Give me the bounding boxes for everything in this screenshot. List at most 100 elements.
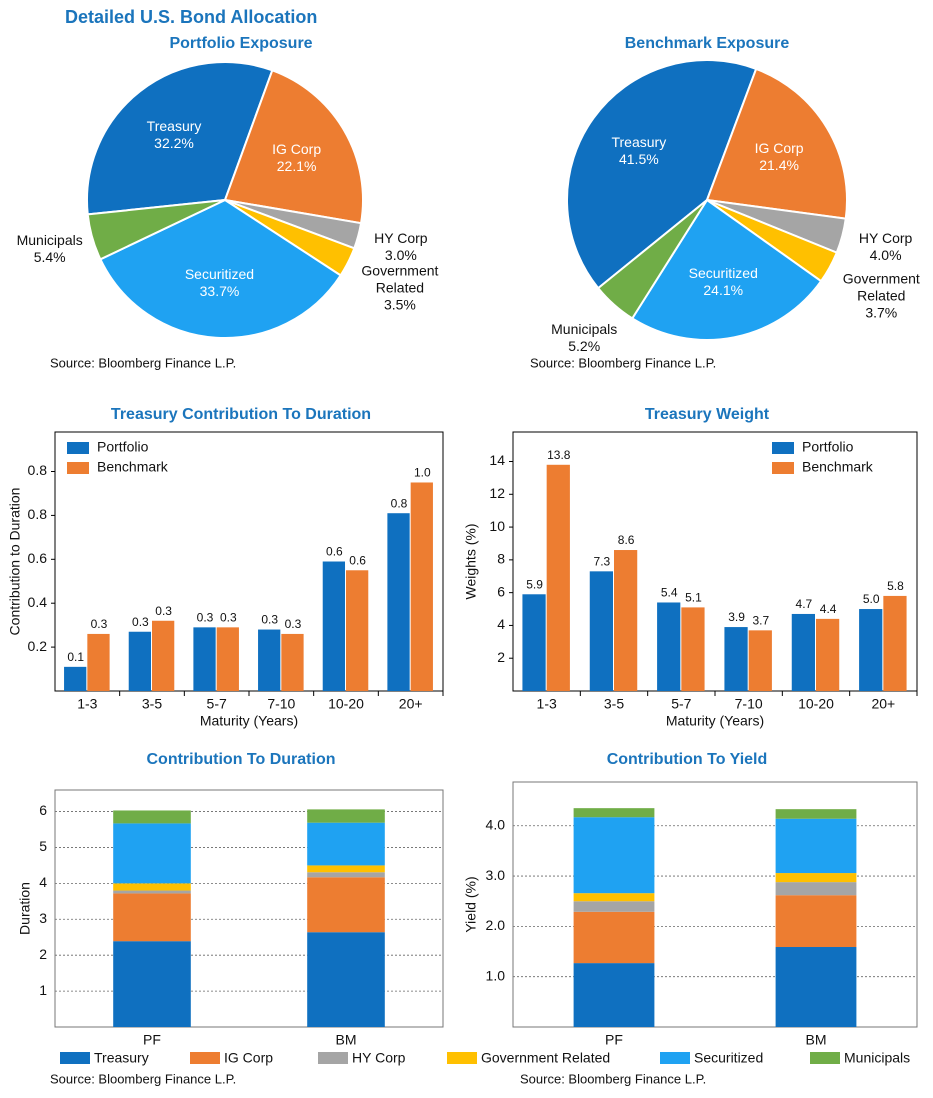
slice-name: Municipals	[16, 232, 83, 249]
chart-title: Contribution To Duration	[147, 751, 336, 768]
bar-segment	[113, 823, 191, 884]
y-axis-title: Contribution to Duration	[7, 488, 23, 636]
chart-title: Portfolio Exposure	[169, 35, 312, 52]
pie-label: IG Corp 22.1%	[272, 141, 321, 175]
pie-slice	[705, 67, 848, 220]
value-label: 5.8	[887, 579, 904, 593]
x-tick-label: 20+	[399, 696, 423, 712]
bar-segment	[307, 932, 385, 1027]
bar-segment	[573, 911, 655, 964]
value-label: 3.9	[728, 610, 745, 624]
bar-segment	[573, 808, 655, 818]
slice-name: Municipals	[551, 321, 618, 338]
value-label: 0.6	[349, 553, 366, 567]
pie-label: Municipals 5.2%	[538, 321, 630, 355]
legend-label: Benchmark	[802, 459, 874, 475]
y-tick-label: 14	[489, 452, 505, 468]
y-tick-label: 10	[489, 518, 505, 534]
chart-title: Contribution To Yield	[607, 751, 768, 768]
legend-swatch	[190, 1052, 220, 1064]
value-label: 0.3	[155, 604, 172, 618]
slice-value: 5.4%	[33, 249, 66, 266]
y-tick-label: 2	[39, 946, 47, 962]
bar-segment	[307, 877, 385, 933]
value-label: 5.9	[526, 577, 543, 591]
legend-label: Benchmark	[97, 459, 169, 475]
slice-value: 33.7%	[199, 282, 240, 299]
pie-slice	[566, 59, 758, 290]
legend-swatch	[318, 1052, 348, 1064]
legend-label: Government Related	[481, 1050, 610, 1066]
x-tick-label: 3-5	[604, 696, 624, 712]
x-tick-label: BM	[806, 1032, 827, 1048]
slice-name: Treasury	[611, 133, 667, 150]
y-tick-label: 6	[39, 802, 47, 818]
bar	[724, 627, 748, 691]
bar-segment	[573, 817, 655, 894]
bar-segment	[573, 901, 655, 912]
y-tick-label: 2.0	[486, 917, 506, 933]
bar	[322, 561, 345, 691]
slice-value: 4.0%	[869, 247, 902, 264]
pie-label: HY Corp 3.0%	[355, 230, 447, 264]
bar	[816, 618, 840, 691]
bar	[859, 609, 883, 691]
x-tick-label: 1-3	[77, 696, 97, 712]
y-tick-label: 5	[39, 838, 47, 854]
value-label: 1.0	[414, 466, 431, 480]
x-tick-label: 20+	[871, 696, 895, 712]
slice-name: Securitized	[688, 265, 758, 282]
slice-value: 3.5%	[383, 296, 416, 313]
legend-label: Municipals	[844, 1050, 910, 1066]
value-label: 7.3	[594, 555, 611, 569]
bar	[64, 666, 87, 691]
source-note: Source: Bloomberg Finance L.P.	[50, 355, 236, 370]
y-tick-label: 3.0	[486, 867, 506, 883]
page-title: Detailed U.S. Bond Allocation	[65, 7, 317, 27]
x-tick-label: 1-3	[537, 696, 557, 712]
legend-label: IG Corp	[224, 1050, 273, 1066]
bar	[681, 607, 705, 691]
slice-name: IG Corp	[272, 141, 322, 158]
source-note: Source: Bloomberg Finance L.P.	[530, 355, 716, 370]
bar-segment	[307, 809, 385, 823]
bar-segment	[775, 947, 857, 1027]
x-tick-label: BM	[336, 1032, 357, 1048]
bar-segment	[775, 895, 857, 948]
value-label: 5.4	[661, 586, 678, 600]
plot-frame	[512, 781, 918, 1028]
slice-name: HY Corp	[374, 230, 428, 247]
value-label: 4.4	[820, 602, 837, 616]
slice-value: 24.1%	[703, 282, 744, 299]
bar	[387, 513, 410, 691]
x-tick-label: 7-10	[735, 696, 763, 712]
chart-title: Treasury Weight	[645, 406, 770, 423]
slice-value: 21.4%	[759, 156, 799, 173]
pie-label: Securitized 33.7%	[185, 266, 254, 300]
value-label: 4.7	[796, 597, 813, 611]
bar-segment	[307, 865, 385, 873]
slice-value: 3.7%	[865, 304, 898, 321]
slice-name: IG Corp	[754, 139, 804, 156]
bar	[346, 570, 369, 691]
bar	[589, 571, 613, 691]
y-tick-label: 1.0	[486, 967, 506, 983]
legend-swatch	[67, 462, 89, 474]
bar-segment	[573, 963, 655, 1027]
bar	[883, 595, 907, 691]
value-label: 0.3	[132, 615, 149, 629]
pie-slice	[86, 61, 274, 216]
value-label: 0.3	[220, 611, 237, 625]
source-note: Source: Bloomberg Finance L.P.	[520, 1071, 706, 1086]
y-tick-label: 0.2	[28, 638, 48, 654]
legend-label: Portfolio	[97, 439, 149, 455]
x-axis-title: Maturity (Years)	[200, 713, 298, 729]
slice-name: Securitized	[184, 265, 255, 282]
pie-label: Treasury 32.2%	[147, 118, 202, 152]
y-axis-title: Yield (%)	[463, 876, 479, 932]
y-tick-label: 0.8	[28, 462, 48, 478]
y-tick-label: 4	[39, 874, 47, 890]
slice-value: 3.0%	[384, 247, 417, 264]
slice-name: HY Corp	[858, 230, 913, 247]
bar-segment	[113, 893, 191, 942]
